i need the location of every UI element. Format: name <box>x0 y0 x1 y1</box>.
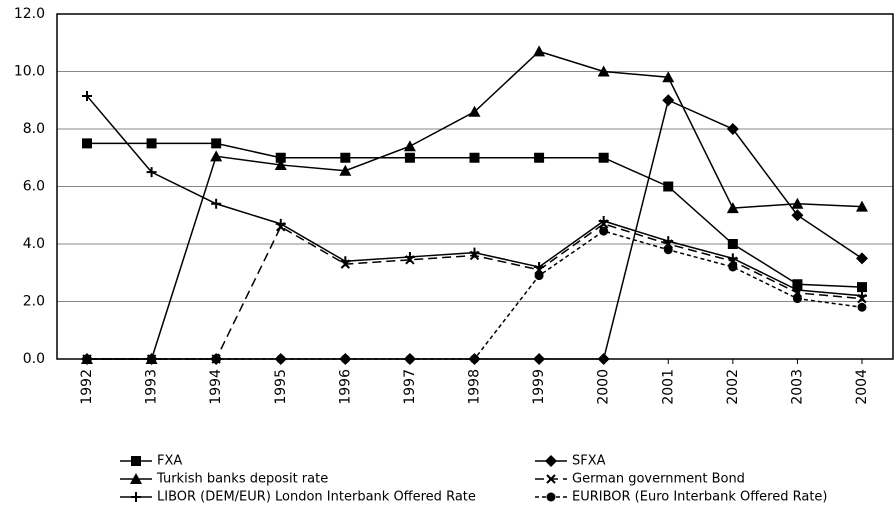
data-point <box>340 256 351 267</box>
data-point <box>662 94 675 107</box>
data-point <box>727 239 738 249</box>
data-point <box>857 290 867 301</box>
y-tick-label: 8.0 <box>23 121 45 137</box>
legend-marker <box>131 456 141 466</box>
data-point <box>534 271 544 281</box>
x-tick-label: 1997 <box>402 369 418 405</box>
data-point <box>792 294 802 304</box>
data-point <box>663 181 674 192</box>
x-tick-label: 1999 <box>531 369 547 405</box>
legend-label: FXA <box>157 454 182 469</box>
series-line <box>87 50 863 360</box>
data-point <box>598 216 609 226</box>
data-point <box>791 209 804 222</box>
y-tick-label: 6.0 <box>23 179 45 195</box>
y-tick-label: 4.0 <box>23 236 45 252</box>
data-point <box>597 65 610 77</box>
data-point <box>533 45 546 57</box>
data-point <box>403 140 416 152</box>
legend-marker <box>130 473 142 484</box>
data-point <box>211 198 222 209</box>
legend-label: SFXA <box>572 454 606 469</box>
data-point <box>340 152 351 163</box>
legend-label: German government Bond <box>572 472 745 487</box>
data-point <box>469 152 480 163</box>
data-point <box>146 167 157 178</box>
data-point <box>534 152 545 163</box>
data-point <box>597 353 610 365</box>
data-point <box>276 354 286 364</box>
series-line <box>87 142 863 288</box>
data-point <box>599 226 609 236</box>
data-point <box>726 123 739 135</box>
data-point <box>469 247 480 258</box>
x-tick-label: 2000 <box>596 369 612 405</box>
x-tick-label: 1998 <box>467 369 483 405</box>
data-point <box>726 202 739 214</box>
x-tick-label: 2001 <box>660 369 676 405</box>
data-point <box>339 164 352 176</box>
data-point <box>857 302 867 312</box>
series-line <box>87 99 863 360</box>
data-point <box>534 262 545 272</box>
data-point <box>663 236 674 247</box>
data-point <box>82 138 92 149</box>
data-point <box>792 285 803 295</box>
data-point <box>727 253 738 264</box>
data-point <box>211 138 222 149</box>
x-tick-label: 2003 <box>789 369 805 405</box>
x-tick-label: 2004 <box>854 369 870 405</box>
data-point <box>404 152 415 163</box>
data-point <box>468 105 481 117</box>
data-point <box>856 252 868 265</box>
data-point <box>598 152 609 163</box>
data-point <box>405 354 415 364</box>
data-point <box>791 197 804 209</box>
legend-label: EURIBOR (Euro Interbank Offered Rate) <box>572 490 828 505</box>
legend-label: Turkish banks deposit rate <box>156 472 328 487</box>
x-tick-label: 1996 <box>337 369 353 405</box>
y-tick-label: 12.0 <box>14 6 45 22</box>
data-point <box>792 279 803 290</box>
data-point <box>340 354 350 364</box>
data-point <box>146 138 157 149</box>
x-tick-label: 1995 <box>273 369 289 405</box>
legend-marker <box>131 492 141 502</box>
data-point <box>533 353 546 365</box>
data-point <box>663 245 673 255</box>
data-point <box>857 282 867 293</box>
data-point <box>275 218 286 229</box>
data-point <box>856 200 868 212</box>
data-point <box>210 150 223 162</box>
data-point <box>470 354 479 364</box>
data-point <box>82 354 92 364</box>
y-tick-label: 10.0 <box>14 64 45 80</box>
legend-marker <box>545 455 557 467</box>
x-tick-label: 1992 <box>79 369 95 405</box>
x-tick-label: 2002 <box>725 369 741 405</box>
legend-label: LIBOR (DEM/EUR) London Interbank Offered… <box>157 490 476 505</box>
data-point <box>728 262 738 272</box>
data-point <box>662 71 675 83</box>
legend-marker <box>546 474 556 484</box>
y-tick-label: 0.0 <box>23 351 45 367</box>
data-point <box>147 354 157 364</box>
data-point <box>275 152 286 163</box>
legend-marker <box>546 492 556 502</box>
data-point <box>404 251 415 262</box>
x-tick-label: 1994 <box>208 369 224 405</box>
data-point <box>274 158 287 170</box>
y-tick-label: 2.0 <box>23 294 45 310</box>
data-point <box>211 354 221 364</box>
x-tick-label: 1993 <box>144 369 160 405</box>
data-point <box>82 90 92 101</box>
